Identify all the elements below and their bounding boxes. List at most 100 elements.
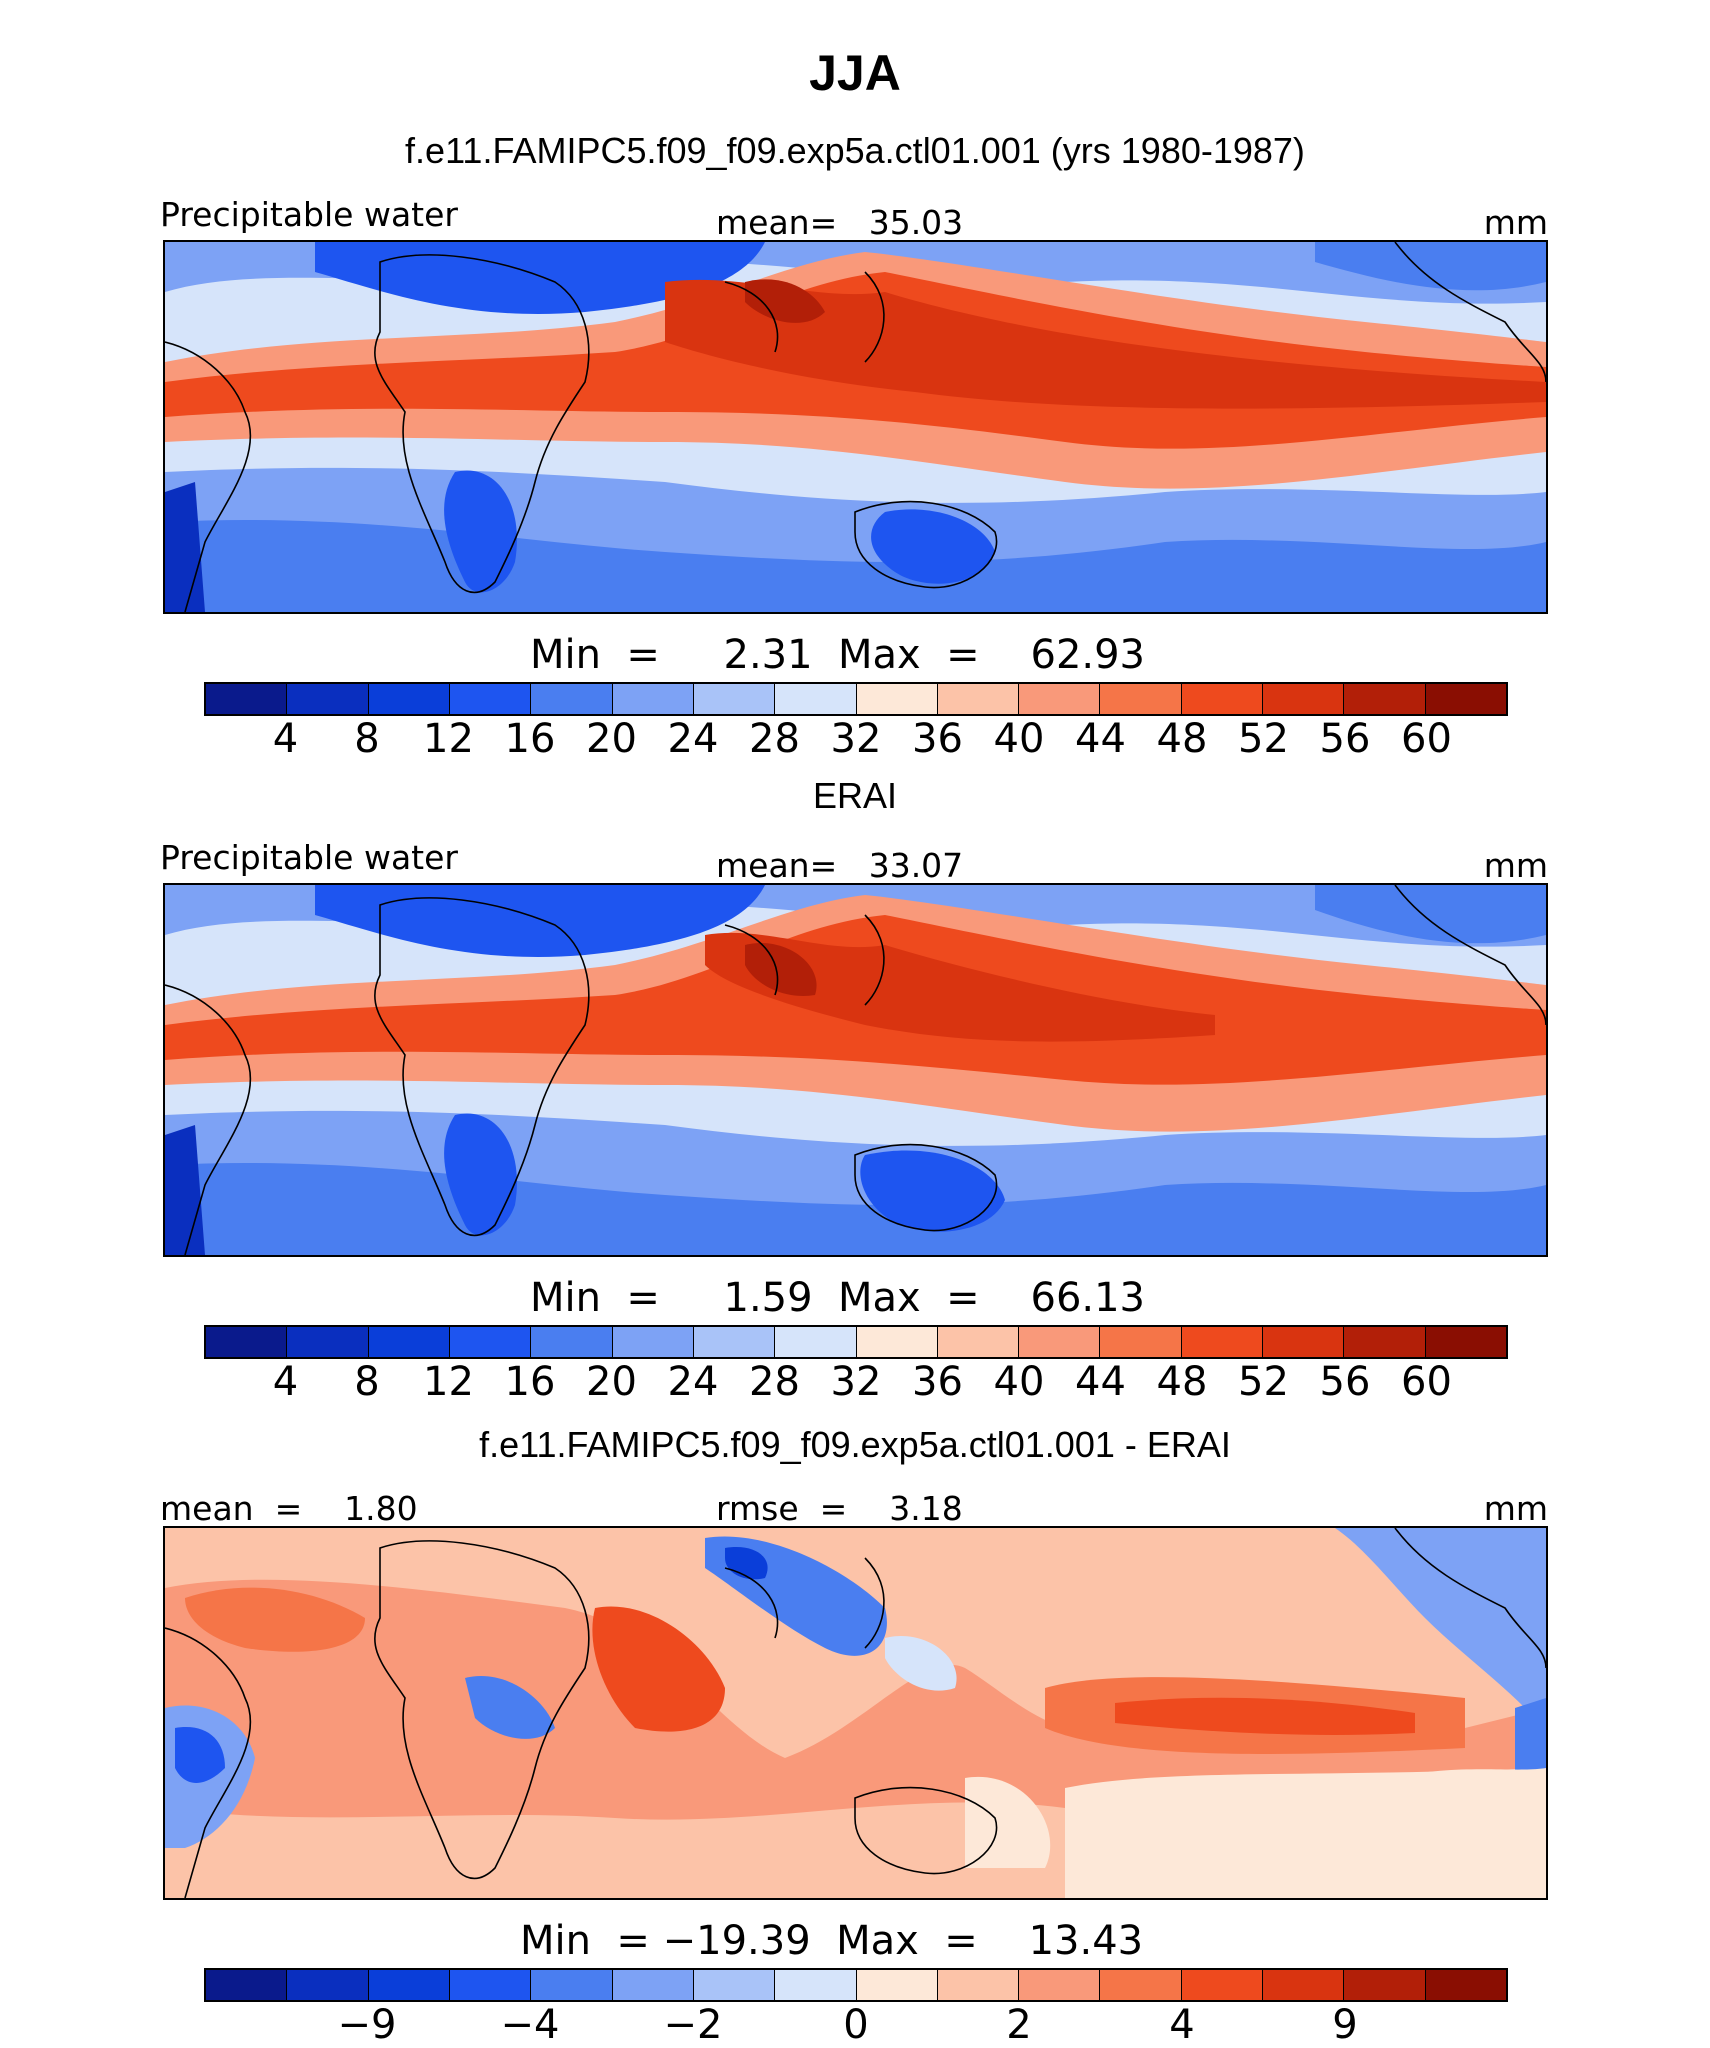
colorbar-tick-label: −2 — [663, 2002, 723, 2048]
colorbar-swatch — [1100, 1327, 1182, 1357]
colorbar-tick-label: 48 — [1156, 1359, 1208, 1405]
panel2-minmax: Min = 1.59 Max = 66.13 — [530, 1275, 1145, 1321]
colorbar-swatch — [1100, 684, 1182, 714]
colorbar-tick-label: 20 — [586, 1359, 637, 1405]
colorbar-tick-label: 32 — [830, 1359, 882, 1405]
colorbar-tick-label: 32 — [830, 716, 882, 762]
panel1-minmax: Min = 2.31 Max = 62.93 — [530, 632, 1145, 678]
colorbar-swatch — [693, 684, 776, 714]
panel1-map — [163, 240, 1548, 614]
colorbar-swatch — [1425, 1970, 1506, 2000]
colorbar-tick-label: 24 — [667, 716, 719, 762]
colorbar-tick-label: 16 — [504, 1359, 556, 1405]
panel3-heading: f.e11.FAMIPC5.f09_f09.exp5a.ctl01.001 - … — [479, 1424, 1231, 1465]
colorbar-swatch — [937, 1970, 1020, 2000]
colorbar-swatch — [368, 1970, 450, 2000]
colorbar-swatch — [1181, 1327, 1264, 1357]
colorbar-swatch — [449, 684, 532, 714]
colorbar-tick-label: −9 — [337, 2002, 397, 2048]
colorbar-swatch — [206, 684, 288, 714]
colorbar-swatch — [368, 684, 450, 714]
colorbar-tick-label: 20 — [586, 716, 637, 762]
colorbar-swatch — [1425, 684, 1506, 714]
colorbar-swatch — [368, 1327, 450, 1357]
colorbar-tick-label: 16 — [504, 716, 556, 762]
panel2-contour-field — [165, 885, 1546, 1255]
colorbar-swatch — [1263, 1970, 1345, 2000]
colorbar-swatch — [1344, 1327, 1426, 1357]
panel3-colorbar — [204, 1968, 1508, 2002]
colorbar-swatch — [693, 1970, 776, 2000]
colorbar-swatch — [287, 1970, 369, 2000]
colorbar-swatch — [206, 1327, 288, 1357]
colorbar-swatch — [1263, 684, 1345, 714]
panel1-variable-label: Precipitable water — [160, 195, 458, 234]
panel2-variable-label: Precipitable water — [160, 838, 458, 877]
colorbar-swatch — [206, 1970, 288, 2000]
colorbar-tick-label: 44 — [1075, 716, 1126, 762]
panel2-units-label: mm — [1483, 846, 1548, 885]
colorbar-swatch — [1019, 684, 1101, 714]
colorbar-swatch — [1019, 1970, 1101, 2000]
colorbar-swatch — [856, 1970, 938, 2000]
colorbar-swatch — [287, 684, 369, 714]
colorbar-swatch — [1425, 1327, 1506, 1357]
panel3-colorbar-ticks: −9 −4 −2 0 2 4 9 — [204, 2002, 1508, 2048]
colorbar-tick-label: 40 — [993, 1359, 1045, 1405]
colorbar-swatch — [1181, 1970, 1264, 2000]
colorbar-tick-label: 2 — [1006, 2002, 1032, 2048]
colorbar-swatch — [856, 1327, 938, 1357]
colorbar-swatch — [693, 1327, 776, 1357]
panel2-colorbar — [204, 1325, 1508, 1359]
colorbar-tick-label: 60 — [1401, 1359, 1452, 1405]
panel1-colorbar-ticks: 4 8 12 16 20 24 28 32 36 40 44 48 52 56 60 — [204, 716, 1508, 766]
colorbar-tick-label: 0 — [843, 2002, 869, 2048]
colorbar-tick-label: 36 — [912, 716, 963, 762]
colorbar-tick-label: 52 — [1238, 716, 1289, 762]
colorbar-tick-label: 36 — [912, 1359, 963, 1405]
colorbar-tick-label: 12 — [423, 716, 474, 762]
colorbar-tick-label: 12 — [423, 1359, 474, 1405]
panel3-map — [163, 1526, 1548, 1900]
colorbar-swatch — [937, 1327, 1020, 1357]
panel3-contour-field — [165, 1528, 1546, 1898]
colorbar-swatch — [1019, 1327, 1101, 1357]
colorbar-tick-label: 9 — [1332, 2002, 1358, 2048]
colorbar-swatch — [1100, 1970, 1182, 2000]
colorbar-swatch — [1344, 1970, 1426, 2000]
colorbar-swatch — [287, 1327, 369, 1357]
colorbar-swatch — [937, 684, 1020, 714]
panel1-heading: f.e11.FAMIPC5.f09_f09.exp5a.ctl01.001 (y… — [405, 130, 1305, 171]
colorbar-tick-label: 4 — [272, 1359, 299, 1405]
colorbar-tick-label: 60 — [1401, 716, 1452, 762]
colorbar-swatch — [612, 1327, 694, 1357]
colorbar-swatch — [531, 1327, 613, 1357]
panel3-mean-label: mean = 1.80 — [160, 1489, 418, 1528]
colorbar-tick-label: 40 — [993, 716, 1045, 762]
colorbar-tick-label: 48 — [1156, 716, 1208, 762]
panel1-colorbar — [204, 682, 1508, 716]
colorbar-swatch — [612, 1970, 694, 2000]
colorbar-tick-label: −4 — [500, 2002, 560, 2048]
colorbar-swatch — [449, 1327, 532, 1357]
panel3-minmax: Min = −19.39 Max = 13.43 — [520, 1918, 1144, 1964]
colorbar-swatch — [531, 1970, 613, 2000]
panel1-units-label: mm — [1483, 203, 1548, 242]
colorbar-swatch — [531, 684, 613, 714]
colorbar-tick-label: 28 — [749, 716, 800, 762]
colorbar-swatch — [775, 1970, 857, 2000]
colorbar-swatch — [1263, 1327, 1345, 1357]
colorbar-tick-label: 8 — [354, 716, 380, 762]
panel1-contour-field — [165, 242, 1546, 612]
colorbar-tick-label: 8 — [354, 1359, 380, 1405]
colorbar-swatch — [1344, 684, 1426, 714]
colorbar-tick-label: 4 — [1169, 2002, 1195, 2048]
panel2-heading: ERAI — [812, 775, 898, 816]
panel2-map — [163, 883, 1548, 1257]
page-title: JJA — [809, 45, 901, 101]
colorbar-swatch — [775, 1327, 857, 1357]
panel2-mean-label: mean= 33.07 — [716, 846, 964, 885]
colorbar-tick-label: 28 — [749, 1359, 800, 1405]
colorbar-swatch — [449, 1970, 532, 2000]
colorbar-tick-label: 44 — [1075, 1359, 1126, 1405]
